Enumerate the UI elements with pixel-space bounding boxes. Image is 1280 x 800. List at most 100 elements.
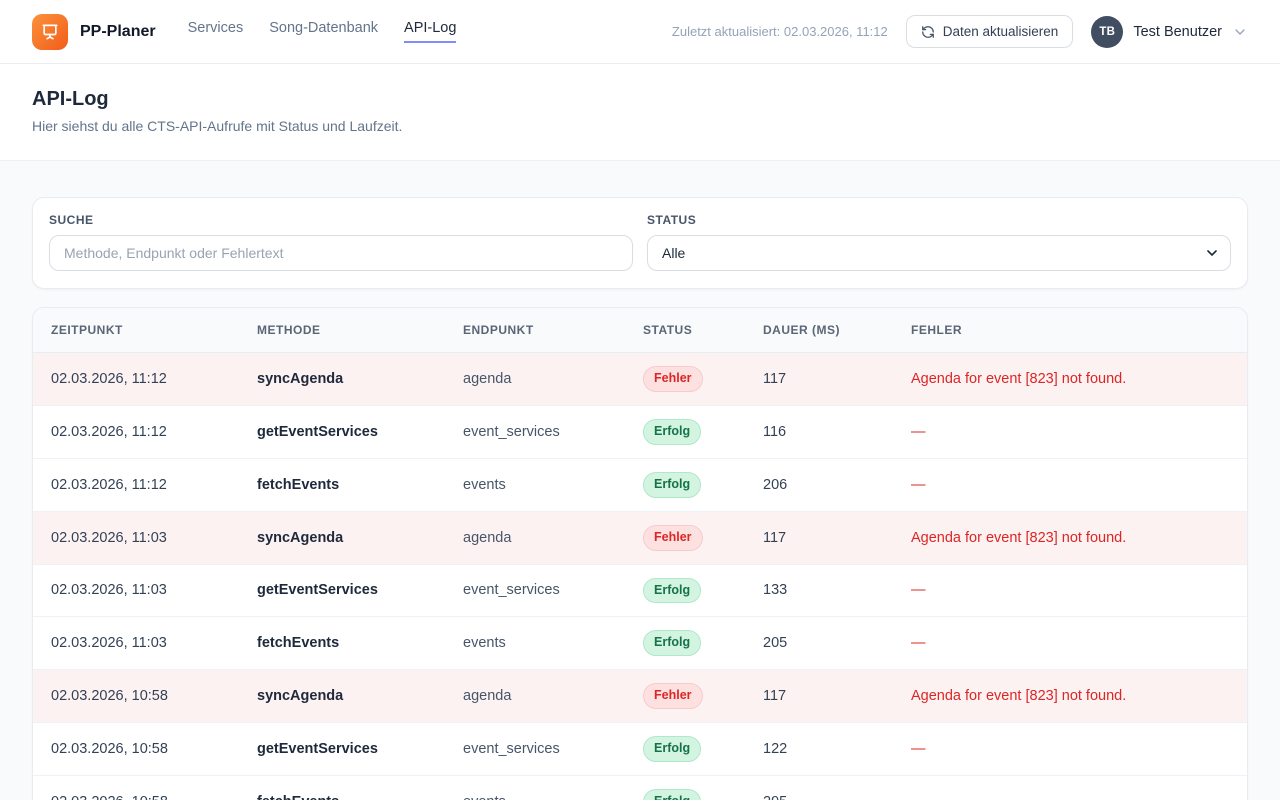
- method-cell: syncAgenda: [241, 669, 447, 723]
- error-cell: —: [895, 722, 1247, 776]
- duration-cell: 117: [747, 669, 895, 723]
- status-badge: Erfolg: [643, 577, 702, 604]
- table-header-row: Zeitpunkt Methode Endpunkt Status Dauer (ms)…: [33, 308, 1247, 353]
- topbar-right: Zuletzt aktualisiert: 02.03.2026, 11:12 …: [672, 15, 1248, 48]
- method-cell: fetchEvents: [241, 616, 447, 670]
- endpoint-cell: events: [447, 774, 627, 800]
- refresh-button-label: Daten aktualisieren: [942, 24, 1059, 39]
- table-row: 02.03.2026, 10:58 syncAgenda agenda Fehler 1…: [33, 669, 1247, 723]
- table-row: 02.03.2026, 11:03 fetchEvents events Erfolg…: [33, 616, 1247, 670]
- status-cell: Erfolg: [627, 563, 747, 617]
- topbar: PP-Planer Services Song-Datenbank API-Lo…: [0, 0, 1280, 64]
- search-label: Suche: [49, 213, 94, 227]
- duration-cell: 117: [763, 370, 787, 387]
- nav-item-services[interactable]: Services: [187, 20, 244, 36]
- filter-card: Suche Status Alle: [32, 197, 1248, 289]
- table-row: 02.03.2026, 10:58fetchEventsevents Erfolg…: [33, 774, 1247, 800]
- presentation-icon: [40, 22, 60, 42]
- error-cell: Agenda for event [823] not found.: [895, 669, 1247, 723]
- status-select-wrap: Alle: [647, 235, 1231, 271]
- method-cell: fetchEvents: [241, 457, 447, 512]
- table-row: 02.03.2026, 11:12 fetchEvents events Erfolg…: [33, 457, 1247, 512]
- endpoint-cell: agenda: [447, 669, 627, 723]
- api-log-table: Zeitpunkt Methode Endpunkt Status Dauer (ms)…: [33, 308, 1247, 800]
- duration-cell: 133: [747, 563, 895, 617]
- column-header: Status: [627, 308, 747, 353]
- status-badge: Erfolg: [643, 630, 702, 657]
- status-badge: Erfolg: [643, 789, 702, 800]
- column-header: Endpunkt: [447, 308, 627, 353]
- status-cell: Erfolg: [627, 404, 747, 459]
- error-cell: —: [895, 404, 1247, 459]
- column-header: Fehler: [895, 308, 1247, 353]
- endpoint-cell: events: [447, 457, 627, 512]
- column-header: Dauer (ms): [747, 308, 895, 353]
- table-row: 02.03.2026, 11:12 getEventServices event_s…: [33, 404, 1247, 459]
- avatar: TB: [1091, 15, 1124, 48]
- chevron-down-icon: [1232, 24, 1248, 40]
- method-cell: syncAgenda: [257, 370, 344, 387]
- method-cell: getEventServices: [241, 563, 447, 617]
- search-input[interactable]: [49, 235, 633, 271]
- timestamp-cell: 02.03.2026, 11:03: [33, 616, 241, 670]
- timestamp-cell: 02.03.2026, 10:58: [33, 722, 241, 776]
- error-cell: —: [895, 563, 1247, 617]
- status-cell: Erfolg: [627, 457, 747, 512]
- duration-cell: 116: [747, 404, 895, 459]
- error-cell: Agenda for event [823] not found.: [911, 370, 1127, 387]
- page-title: API-Log: [32, 88, 109, 110]
- status-label: Status: [647, 213, 697, 227]
- nav-item-api-log[interactable]: API-Log: [404, 20, 457, 43]
- error-cell: Agenda for event [823] not found.: [895, 510, 1247, 564]
- duration-cell: 295: [747, 774, 895, 800]
- status-cell: Fehler: [627, 353, 747, 406]
- nav-item-song-datenbank[interactable]: Song-Datenbank: [269, 20, 379, 36]
- status-badge: Erfolg: [643, 736, 702, 762]
- table-row: 02.03.2026, 11:03 getEventServices event_s…: [33, 563, 1247, 617]
- status-badge: Erfolg: [643, 471, 702, 498]
- status-cell: Fehler: [627, 669, 747, 723]
- status-badge: Erfolg: [643, 418, 702, 445]
- duration-cell: 117: [747, 510, 895, 564]
- status-cell: Erfolg: [627, 774, 747, 800]
- endpoint-cell: event_services: [447, 404, 627, 459]
- page-header: API-Log Hier siehst du alle CTS-API-Aufr…: [0, 64, 1280, 161]
- status-badge: Fehler: [643, 366, 703, 392]
- refresh-button[interactable]: Daten aktualisieren: [905, 15, 1074, 48]
- endpoint-cell: agenda: [463, 370, 512, 387]
- duration-cell: 206: [747, 457, 895, 512]
- status-select[interactable]: Alle: [647, 235, 1231, 271]
- table-row: 02.03.2026, 11:03 syncAgenda agenda Fehler 1…: [33, 510, 1247, 564]
- timestamp-cell: 02.03.2026, 11:12: [51, 370, 167, 387]
- timestamp-cell: 02.03.2026, 11:12: [33, 457, 241, 512]
- timestamp-cell: 02.03.2026, 11:03: [33, 510, 241, 564]
- error-cell: —: [895, 457, 1247, 512]
- table-row: 02.03.2026, 10:58 getEventServices event_s…: [33, 722, 1247, 776]
- timestamp-cell: 02.03.2026, 10:58: [33, 774, 241, 800]
- last-updated-text: Zuletzt aktualisiert: 02.03.2026, 11:12: [671, 24, 888, 39]
- app-logo: [32, 13, 68, 50]
- main-nav: Services Song-Datenbank API-Log: [188, 20, 457, 43]
- endpoint-cell: event_services: [447, 722, 627, 776]
- user-menu[interactable]: TB Test Benutzer: [1091, 15, 1248, 48]
- method-cell: syncAgenda: [241, 510, 447, 564]
- error-cell: —: [895, 616, 1247, 670]
- error-cell: —: [895, 774, 1247, 800]
- status-cell: Erfolg: [627, 616, 747, 670]
- status-cell: Fehler: [627, 510, 747, 564]
- timestamp-cell: 02.03.2026, 10:58: [33, 669, 241, 723]
- search-field-group: Suche: [49, 213, 633, 271]
- brand-group: PP-Planer Services Song-Datenbank API-Lo…: [32, 13, 457, 50]
- table-row: 02.03.2026, 11:12 syncAgenda agenda Fehler 1…: [33, 352, 1247, 406]
- main-content: Suche Status Alle: [0, 161, 1280, 800]
- page-subtitle: Hier siehst du alle CTS-API-Aufrufe mit …: [32, 118, 403, 134]
- timestamp-cell: 02.03.2026, 11:12: [33, 404, 241, 459]
- status-badge: Fehler: [643, 524, 703, 551]
- column-header: Zeitpunkt: [33, 308, 241, 353]
- status-field-group: Status Alle: [647, 213, 1231, 271]
- status-cell: Erfolg: [627, 722, 747, 776]
- timestamp-cell: 02.03.2026, 11:03: [33, 563, 241, 617]
- endpoint-cell: event_services: [447, 563, 627, 617]
- app-title: PP-Planer: [80, 22, 156, 40]
- method-cell: fetchEvents: [241, 774, 447, 800]
